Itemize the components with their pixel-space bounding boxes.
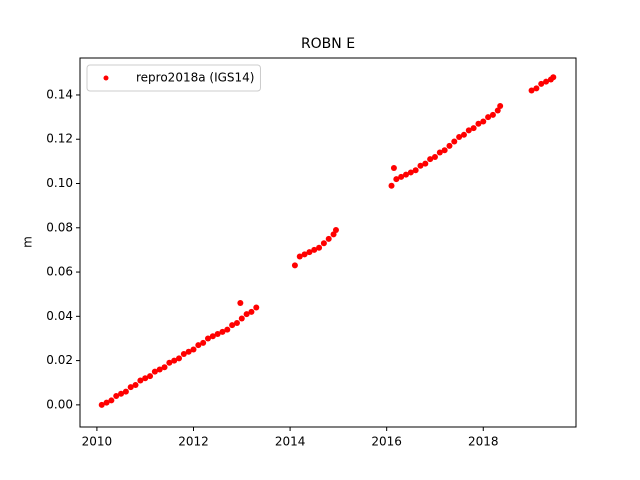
data-point: [127, 384, 134, 391]
data-point: [431, 153, 438, 160]
data-point: [238, 315, 245, 322]
x-tick-label: 2018: [468, 435, 499, 449]
y-tick-label: 0.08: [46, 220, 73, 234]
data-point: [528, 87, 535, 94]
x-tick-label: 2014: [275, 435, 306, 449]
data-point: [229, 322, 236, 329]
data-point: [237, 300, 244, 307]
data-point: [204, 335, 211, 342]
y-tick-label: 0.06: [46, 265, 73, 279]
data-point: [451, 138, 458, 145]
data-point: [113, 393, 120, 400]
data-point: [422, 160, 429, 167]
data-point: [180, 350, 187, 357]
data-point: [465, 127, 472, 134]
data-point: [485, 114, 492, 121]
x-tick-label: 2012: [178, 435, 209, 449]
data-point: [320, 240, 327, 247]
data-point: [122, 388, 129, 395]
data-point: [497, 103, 504, 110]
data-point: [296, 253, 303, 260]
data-point: [161, 364, 168, 371]
data-point: [171, 357, 178, 364]
data-point: [460, 131, 467, 138]
data-point: [475, 120, 482, 127]
data-point: [219, 328, 226, 335]
x-tick-label: 2016: [371, 435, 402, 449]
data-point: [417, 162, 424, 169]
data-point: [456, 134, 463, 141]
data-point: [436, 149, 443, 156]
data-point: [301, 251, 308, 258]
y-tick-label: 0.10: [46, 176, 73, 190]
legend-marker: [103, 75, 109, 81]
y-tick-label: 0.00: [46, 397, 73, 411]
y-axis-label: m: [21, 236, 35, 248]
data-point: [398, 173, 405, 180]
data-point: [306, 249, 313, 256]
data-point: [311, 246, 318, 253]
data-point: [538, 80, 545, 87]
data-point: [137, 377, 144, 384]
data-point: [543, 78, 550, 85]
data-point: [489, 111, 496, 118]
data-point: [253, 304, 260, 311]
data-point: [233, 319, 240, 326]
legend-box: [86, 64, 261, 92]
data-point: [156, 366, 163, 373]
data-point: [195, 342, 202, 349]
data-point: [214, 331, 221, 338]
data-point: [550, 74, 557, 81]
legend: repro2018a (IGS14): [86, 64, 261, 92]
y-tick-label: 0.12: [46, 132, 73, 146]
data-point: [200, 339, 207, 346]
data-point: [147, 373, 154, 380]
data-point: [108, 397, 115, 404]
data-point: [176, 355, 183, 362]
data-point: [412, 167, 419, 174]
data-point: [190, 346, 197, 353]
data-point: [209, 333, 216, 340]
data-point: [98, 401, 105, 408]
data-point: [142, 375, 149, 382]
data-point: [224, 326, 231, 333]
data-point: [533, 85, 540, 92]
data-point: [132, 381, 139, 388]
data-point: [480, 118, 487, 125]
data-point: [393, 176, 400, 183]
data-point: [441, 147, 448, 154]
x-tick-label: 2010: [82, 435, 113, 449]
y-tick-label: 0.14: [46, 87, 73, 101]
data-point: [118, 390, 125, 397]
data-point: [332, 226, 339, 233]
plot-frame: [79, 57, 577, 428]
data-point: [166, 359, 173, 366]
chart-title: ROBN E: [301, 36, 355, 52]
data-point: [494, 107, 501, 114]
data-point: [390, 165, 397, 172]
y-tick-label: 0.02: [46, 353, 73, 367]
data-point: [151, 368, 158, 375]
data-point: [325, 235, 332, 242]
data-point: [446, 142, 453, 149]
y-tick-label: 0.04: [46, 309, 73, 323]
data-point: [316, 244, 323, 251]
data-point: [291, 262, 298, 269]
data-point: [248, 308, 255, 315]
data-point: [388, 182, 395, 189]
data-point: [407, 169, 414, 176]
data-point: [243, 311, 250, 318]
data-point: [427, 156, 434, 163]
data-point: [402, 171, 409, 178]
data-point: [185, 348, 192, 355]
data-point: [470, 125, 477, 132]
data-point: [330, 231, 337, 238]
legend-label: repro2018a (IGS14): [136, 71, 254, 85]
data-point: [103, 399, 110, 406]
